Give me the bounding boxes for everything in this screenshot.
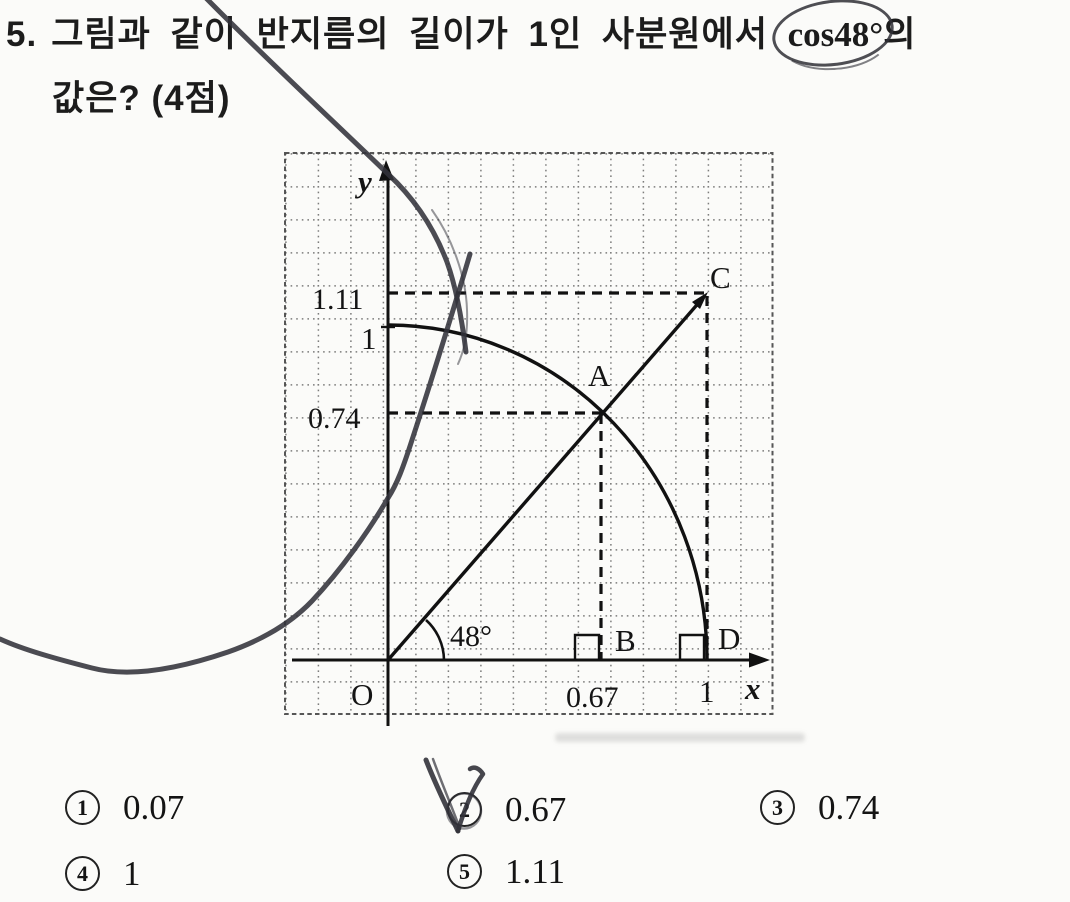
pen-stroke-hook (0, 251, 473, 675)
choice-2: 2 0.67 (423, 757, 567, 834)
choice-2-label: 0.67 (505, 790, 567, 829)
pen-checkmark (423, 757, 486, 834)
choice-1-number: 1 (65, 790, 100, 825)
label-x-axis: x (744, 671, 761, 706)
dashed-construction-lines (388, 291, 709, 659)
choice-3: 3 0.74 (760, 790, 879, 825)
line-o-to-c (386, 297, 704, 662)
choice-4-number: 4 (65, 856, 100, 891)
right-angle-mark-b (573, 633, 601, 660)
ray-oc (386, 292, 708, 662)
ray-arrow-c (692, 292, 708, 309)
label-point-d: D (718, 621, 740, 656)
label-tick-1x: 1 (699, 674, 715, 709)
choice-1-label: 0.07 (123, 788, 185, 827)
choice-5: 5 1.11 (447, 854, 565, 889)
label-origin: O (351, 677, 373, 712)
right-angle-mark-d (678, 633, 706, 660)
label-tick-111: 1.11 (312, 283, 363, 316)
label-angle-48: 48° (450, 620, 492, 653)
label-tick-067: 0.67 (566, 681, 619, 714)
axes (292, 160, 770, 726)
scan-smudge (555, 733, 805, 742)
label-point-a: A (588, 358, 611, 393)
choice-1: 1 0.07 (65, 790, 184, 825)
choice-4: 4 1 (65, 856, 141, 891)
grid-border (284, 152, 774, 715)
choice-3-label: 0.74 (818, 788, 880, 827)
label-y-axis: y (354, 164, 372, 199)
choice-5-number: 5 (447, 854, 482, 889)
choice-3-number: 3 (760, 790, 795, 825)
label-point-c: C (710, 260, 731, 295)
question-number: 5. (6, 15, 38, 54)
y-axis-arrow (379, 160, 394, 181)
x-axis-arrow (749, 652, 770, 668)
pen-stroke-faint-arc (431, 209, 469, 365)
quarter-circle-arc (387, 323, 709, 661)
label-tick-074: 0.74 (308, 402, 361, 435)
label-point-b: B (615, 623, 636, 658)
question-text-before: 그림과 같이 반지름의 길이가 1인 사분원에서 (51, 15, 768, 54)
question-line-2: 값은? (4점) (52, 79, 231, 118)
circled-cos48-term: cos48° (787, 15, 884, 54)
angle-arc (425, 619, 446, 661)
choice-4-label: 1 (123, 854, 141, 893)
choice-5-label: 1.11 (505, 852, 565, 891)
question-line-1: 5. 그림과 같이 반지름의 길이가 1인 사분원에서 cos48°의 (6, 6, 1064, 57)
grid-dotted (285, 153, 773, 714)
choice-2-number: 2 (423, 757, 486, 834)
label-tick-1y: 1 (361, 321, 377, 356)
